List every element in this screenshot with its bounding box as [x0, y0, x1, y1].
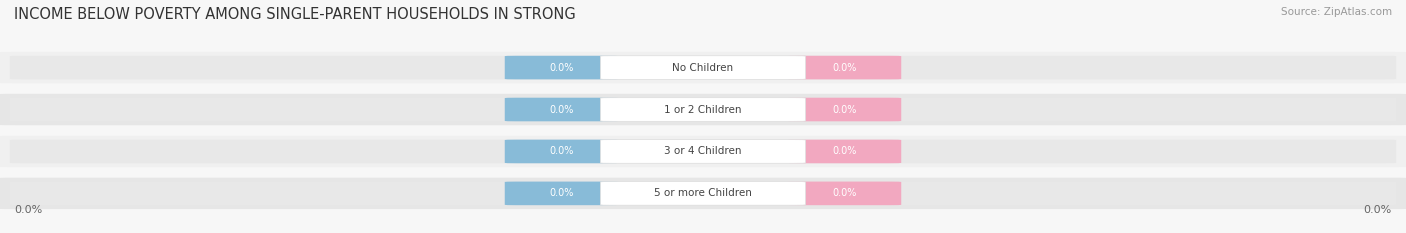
- FancyBboxPatch shape: [505, 56, 619, 79]
- Text: 0.0%: 0.0%: [1364, 205, 1392, 215]
- FancyBboxPatch shape: [787, 56, 901, 79]
- FancyBboxPatch shape: [0, 136, 1406, 167]
- Text: 0.0%: 0.0%: [550, 63, 574, 72]
- Text: 0.0%: 0.0%: [832, 188, 856, 198]
- FancyBboxPatch shape: [10, 182, 1396, 205]
- Text: 1 or 2 Children: 1 or 2 Children: [664, 105, 742, 114]
- FancyBboxPatch shape: [600, 140, 806, 163]
- FancyBboxPatch shape: [505, 140, 619, 163]
- FancyBboxPatch shape: [505, 98, 619, 121]
- FancyBboxPatch shape: [787, 140, 901, 163]
- FancyBboxPatch shape: [10, 56, 1396, 79]
- Text: No Children: No Children: [672, 63, 734, 72]
- Text: 0.0%: 0.0%: [550, 188, 574, 198]
- FancyBboxPatch shape: [10, 98, 1396, 121]
- Text: 0.0%: 0.0%: [14, 205, 42, 215]
- FancyBboxPatch shape: [0, 94, 1406, 125]
- Text: 5 or more Children: 5 or more Children: [654, 188, 752, 198]
- Text: 3 or 4 Children: 3 or 4 Children: [664, 147, 742, 156]
- FancyBboxPatch shape: [600, 182, 806, 205]
- FancyBboxPatch shape: [0, 52, 1406, 83]
- Text: 0.0%: 0.0%: [550, 147, 574, 156]
- FancyBboxPatch shape: [600, 98, 806, 121]
- FancyBboxPatch shape: [787, 98, 901, 121]
- Text: INCOME BELOW POVERTY AMONG SINGLE-PARENT HOUSEHOLDS IN STRONG: INCOME BELOW POVERTY AMONG SINGLE-PARENT…: [14, 7, 576, 22]
- Text: 0.0%: 0.0%: [550, 105, 574, 114]
- FancyBboxPatch shape: [787, 182, 901, 205]
- Text: Source: ZipAtlas.com: Source: ZipAtlas.com: [1281, 7, 1392, 17]
- Text: 0.0%: 0.0%: [832, 63, 856, 72]
- FancyBboxPatch shape: [600, 56, 806, 79]
- FancyBboxPatch shape: [10, 140, 1396, 163]
- Text: 0.0%: 0.0%: [832, 147, 856, 156]
- FancyBboxPatch shape: [0, 178, 1406, 209]
- Text: 0.0%: 0.0%: [832, 105, 856, 114]
- FancyBboxPatch shape: [505, 182, 619, 205]
